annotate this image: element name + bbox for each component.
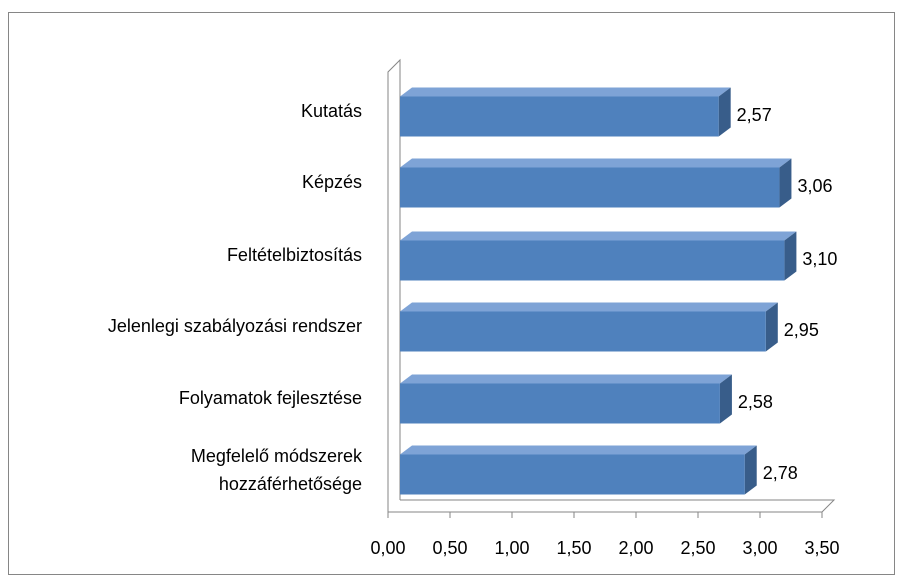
bar-side (718, 87, 731, 137)
bar-top (400, 231, 797, 241)
category-label: Folyamatok fejlesztése (179, 388, 362, 408)
x-tick-label: 2,00 (618, 538, 653, 558)
bar-top (400, 374, 732, 384)
x-tick-label: 0,00 (370, 538, 405, 558)
value-label: 2,78 (763, 463, 798, 483)
category-label: Kutatás (301, 101, 362, 121)
category-label: Feltételbiztosítás (227, 245, 362, 265)
x-tick-label: 2,50 (680, 538, 715, 558)
value-label: 2,58 (738, 392, 773, 412)
category-label: Megfelelő módszerek hozzáférhetősége (191, 446, 363, 494)
value-label: 3,06 (797, 176, 832, 196)
bar (400, 311, 766, 352)
x-tick-label: 0,50 (432, 538, 467, 558)
bar (400, 240, 785, 281)
bar-top (400, 302, 778, 312)
bar (400, 383, 720, 424)
bar-side (779, 158, 792, 208)
bar-side (719, 374, 732, 424)
category-label: Jelenlegi szabályozási rendszer (108, 316, 362, 336)
floor (388, 499, 836, 513)
bar-side (784, 231, 797, 281)
x-tick-label: 1,00 (494, 538, 529, 558)
bar-top (400, 87, 731, 97)
category-label: Képzés (302, 172, 362, 192)
bar (400, 167, 780, 208)
bar-top (400, 158, 792, 168)
bar-side (744, 445, 757, 495)
bar-top (400, 445, 757, 455)
bar (400, 96, 719, 137)
bar-side (765, 302, 778, 352)
value-label: 3,10 (802, 249, 837, 269)
value-label: 2,57 (737, 105, 772, 125)
bar (400, 454, 745, 495)
x-tick-label: 3,50 (804, 538, 839, 558)
x-tick-label: 3,00 (742, 538, 777, 558)
value-label: 2,95 (784, 320, 819, 340)
x-tick-label: 1,50 (556, 538, 591, 558)
